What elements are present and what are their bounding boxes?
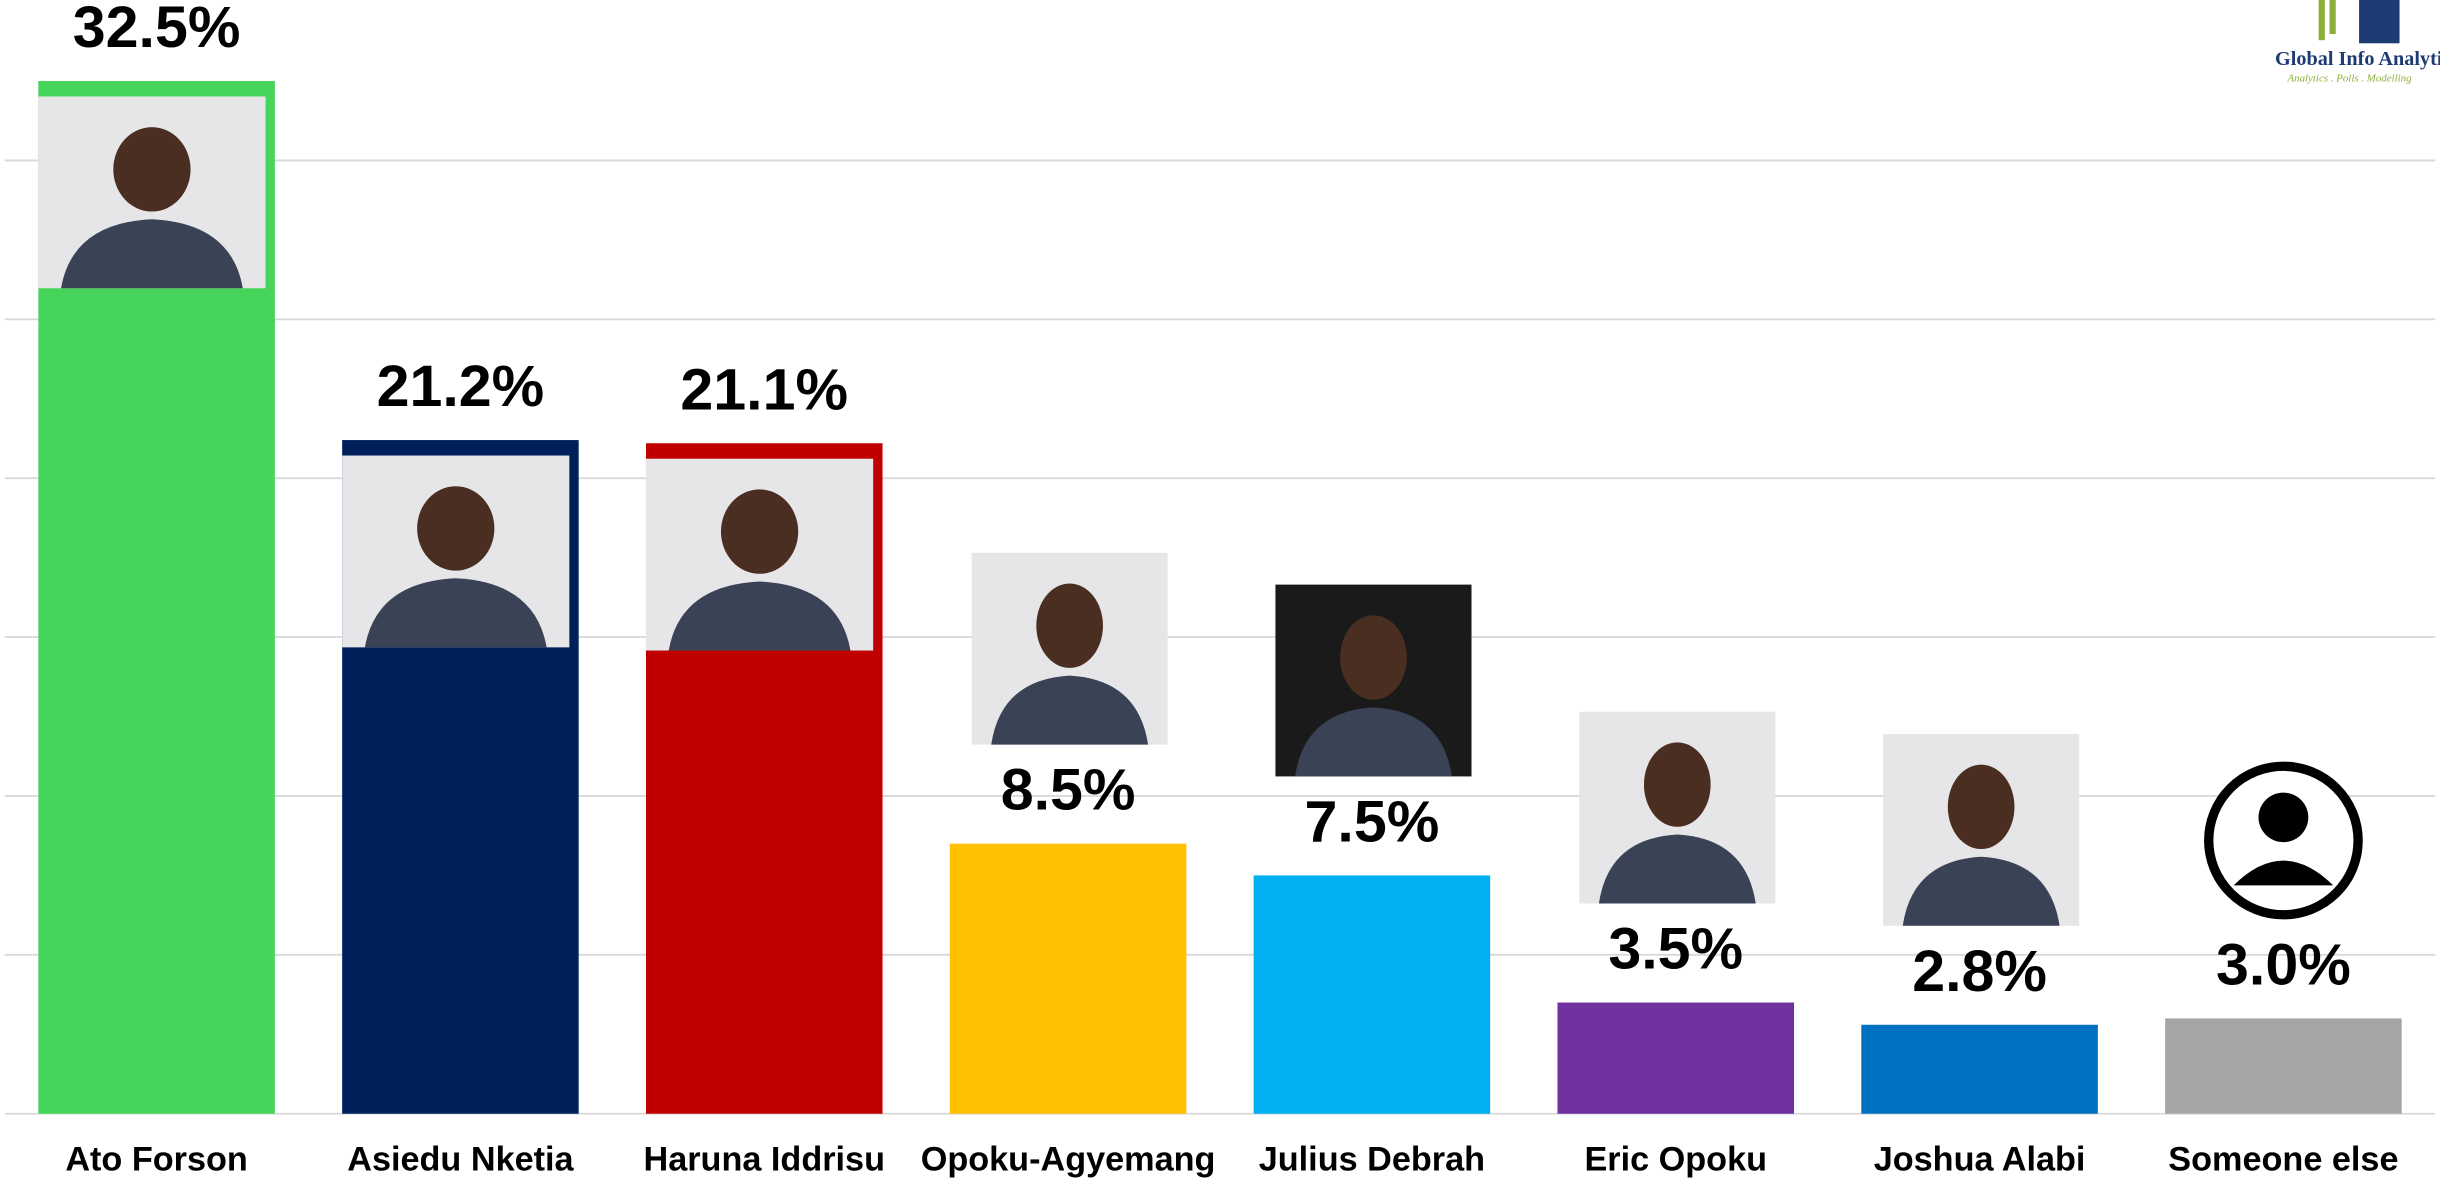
x-tick-label: Joshua Alabi (1874, 1141, 2086, 1179)
value-label: 21.1% (680, 357, 848, 422)
bar (2165, 1018, 2402, 1114)
value-label: 7.5% (1305, 790, 1440, 855)
photo-body (61, 219, 243, 289)
logo-bar (2329, 0, 2336, 35)
bar (1861, 1024, 2098, 1114)
x-tick-label: Julius Debrah (1259, 1141, 1485, 1179)
x-tick-label: Ato Forson (65, 1141, 248, 1179)
photo-head (1036, 583, 1103, 668)
photo-head (417, 486, 495, 571)
photo-body (364, 578, 547, 648)
candidate-photo (645, 458, 874, 651)
value-label: 2.8% (1912, 939, 2047, 1004)
photo-body (991, 675, 1149, 745)
photo-head (113, 127, 191, 212)
value-label: 3.0% (2216, 933, 2351, 998)
candidate-photo (971, 552, 1168, 745)
photo-head (720, 489, 799, 574)
photo-head (1947, 764, 2015, 850)
candidate-photo (1579, 711, 1776, 904)
bar (1253, 875, 1491, 1114)
placeholder-avatar (2204, 761, 2363, 920)
value-label: 8.5% (1001, 758, 1136, 823)
photo-body (1295, 707, 1452, 777)
x-tick-label: Asiedu Nketia (347, 1141, 574, 1179)
photo-head (1340, 615, 1407, 700)
candidate-photo (1275, 584, 1472, 777)
logo: Global Info Analytics Analytics . Polls … (2275, 0, 2440, 84)
logo-bar (2318, 0, 2325, 41)
candidate-photo (1883, 733, 2080, 926)
value-label: 32.5% (73, 0, 241, 60)
x-tick-label: Eric Opoku (1584, 1141, 1767, 1179)
photo-body (1902, 856, 2060, 926)
value-label: 21.2% (377, 354, 545, 419)
logo-name: Global Info Analytics (2275, 48, 2440, 70)
bar (949, 843, 1187, 1114)
photo-head (1643, 742, 1711, 827)
photo-body (1598, 834, 1756, 904)
photo-body (668, 581, 851, 651)
x-tick-label: Opoku-Agyemang (921, 1141, 1216, 1179)
candidate-photo (342, 455, 570, 648)
avatar-body (2233, 860, 2334, 886)
x-tick-label: Someone else (2168, 1141, 2398, 1179)
bar (1557, 1002, 1795, 1114)
x-tick-label: Haruna Iddrisu (643, 1141, 885, 1179)
logo-tagline: Analytics . Polls . Modelling (2286, 72, 2412, 84)
value-label: 3.5% (1608, 917, 1743, 982)
logo-icon (2359, 0, 2400, 44)
candidate-photo (38, 96, 266, 289)
avatar-head (2258, 792, 2309, 843)
